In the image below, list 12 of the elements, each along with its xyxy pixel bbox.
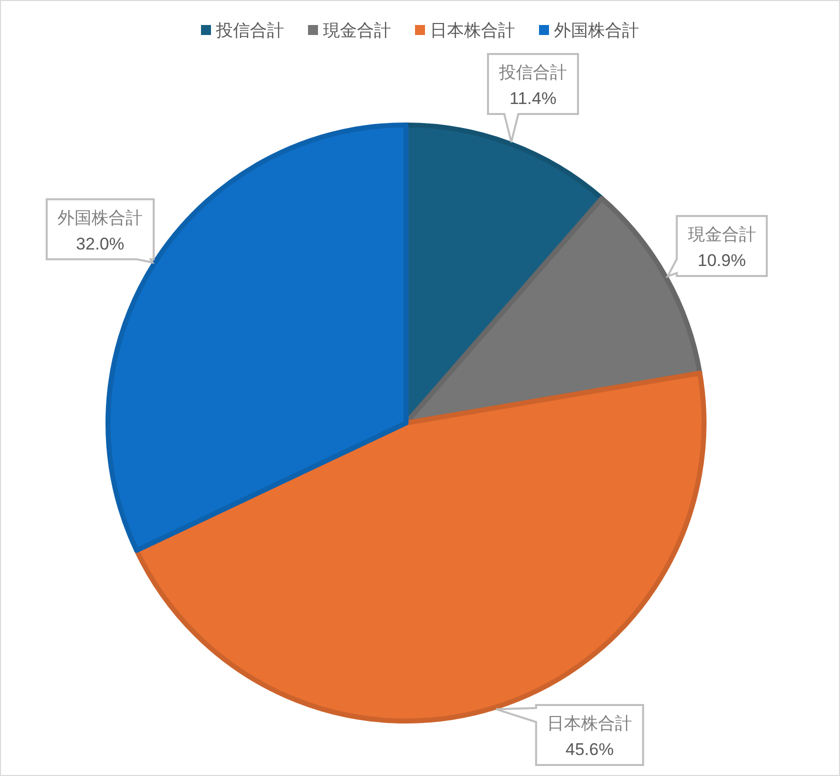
data-label: 45.6% [566,740,614,759]
data-label: 11.4% [510,89,556,108]
data-label: 32.0% [76,234,124,254]
data-label: 10.9% [698,250,746,270]
slice-label: 日本株合計 [547,714,632,733]
legend-label: 投信合計 [215,21,284,40]
slice-label: 現金合計 [688,224,756,244]
legend-label: 外国株合計 [554,21,639,40]
slice-label: 外国株合計 [58,208,143,228]
slice-label: 投信合計 [498,63,568,82]
legend-label: 現金合計 [323,21,391,40]
legend-label: 日本株合計 [430,21,515,40]
